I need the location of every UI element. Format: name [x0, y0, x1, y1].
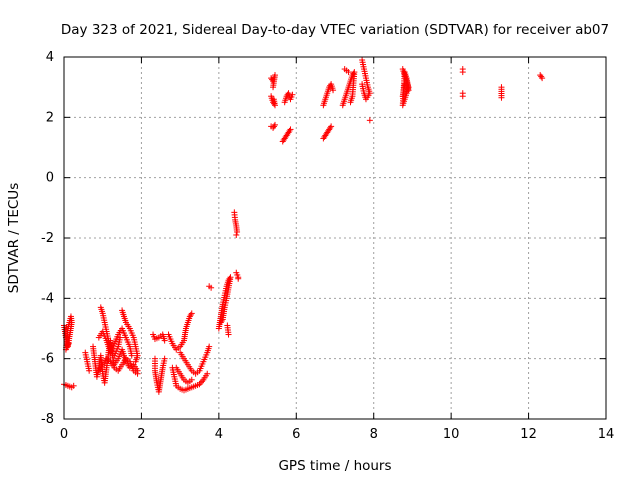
data-point	[270, 96, 277, 103]
data-point	[134, 370, 141, 377]
y-tick-label: 0	[46, 171, 54, 186]
y-axis-label: SDTVAR / TECUs	[6, 183, 22, 293]
grid	[64, 57, 606, 419]
data-point	[287, 126, 294, 133]
data-point	[235, 275, 242, 282]
data-point	[366, 117, 373, 124]
y-tick-label: 4	[46, 50, 54, 65]
plot-frame	[63, 56, 607, 420]
data-point	[289, 91, 296, 98]
x-tick-label: 10	[443, 427, 460, 442]
data-point	[538, 73, 545, 80]
data-point	[206, 343, 213, 350]
data-point	[271, 121, 278, 128]
data-point	[161, 337, 168, 344]
data-point	[128, 352, 135, 359]
chart-title: Day 323 of 2021, Sidereal Day-to-day VTE…	[61, 22, 609, 38]
data-point	[330, 87, 337, 94]
data-point	[224, 322, 231, 329]
data-point	[117, 334, 124, 341]
y-axis-ticks: -8 -6 -4 -2 0 2 4	[41, 50, 606, 427]
y-tick-label: -6	[41, 352, 54, 367]
data-point	[328, 123, 335, 130]
data-point	[65, 340, 72, 347]
data-point	[234, 228, 241, 235]
data-point	[399, 93, 406, 100]
x-tick-label: 6	[292, 427, 300, 442]
data-point	[188, 310, 195, 317]
x-tick-label: 0	[60, 427, 68, 442]
data-point	[70, 382, 77, 389]
x-tick-label: 12	[520, 427, 537, 442]
data-point	[345, 69, 352, 76]
x-axis-label: GPS time / hours	[278, 458, 391, 474]
data-point	[204, 370, 211, 377]
data-point	[217, 319, 224, 326]
x-axis-ticks: 0 2 4 6 8 10 12 14	[60, 57, 614, 442]
data-point	[208, 284, 215, 291]
y-tick-label: -8	[41, 412, 54, 427]
y-tick-label: -4	[41, 291, 54, 306]
data-point	[539, 75, 546, 82]
data-point	[161, 355, 168, 362]
x-tick-label: 14	[598, 427, 615, 442]
data-point	[459, 93, 466, 100]
y-tick-label: -2	[41, 231, 54, 246]
y-tick-label: 2	[46, 110, 54, 125]
data-point	[86, 367, 93, 374]
data-point	[459, 69, 466, 76]
data-point	[132, 358, 139, 365]
data-point	[498, 94, 505, 101]
data-point	[271, 123, 278, 130]
data-point	[347, 99, 354, 106]
data-points	[61, 57, 546, 395]
data-point	[359, 81, 366, 88]
x-tick-label: 4	[215, 427, 223, 442]
data-point	[233, 231, 240, 238]
x-tick-label: 8	[370, 427, 378, 442]
x-tick-label: 2	[137, 427, 145, 442]
data-point	[188, 376, 195, 383]
data-point	[270, 84, 277, 91]
